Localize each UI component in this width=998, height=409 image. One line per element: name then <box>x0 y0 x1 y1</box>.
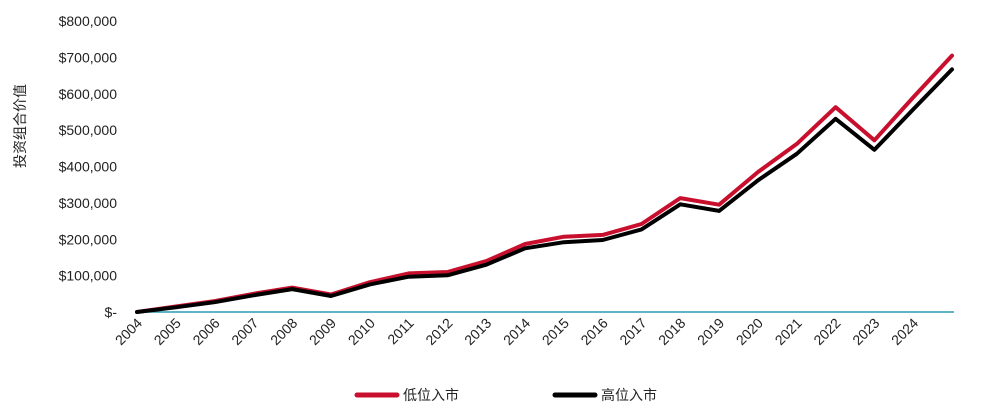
x-tick-label: 2023 <box>849 315 882 348</box>
y-tick-label: $700,000 <box>59 49 118 65</box>
x-tick-label: 2014 <box>500 315 533 348</box>
y-tick-label: $300,000 <box>59 195 118 211</box>
y-tick-label: $600,000 <box>59 86 118 102</box>
y-tick-label: $400,000 <box>59 159 118 175</box>
x-tick-label: 2005 <box>151 315 184 348</box>
y-axis-ticks: $- $100,000 $200,000 $300,000 $400,000 $500,0… <box>59 13 118 320</box>
x-tick-label: 2007 <box>228 315 261 348</box>
series-line-0 <box>135 53 954 314</box>
x-tick-label: 2008 <box>267 315 300 348</box>
x-tick-label: 2022 <box>810 315 843 348</box>
y-tick-label: $100,000 <box>59 268 118 284</box>
legend-label-0: 低位入市 <box>403 387 459 403</box>
x-tick-label: 2021 <box>772 315 805 348</box>
x-tick-label: 2011 <box>384 315 417 348</box>
y-axis-label: 投资组合价值 <box>12 84 28 168</box>
x-tick-label: 2020 <box>733 315 766 348</box>
y-tick-label: $500,000 <box>59 122 118 138</box>
legend: 低位入市 高位入市 <box>354 387 657 403</box>
x-axis-ticks: 2004 2005 2006 2007 2008 2009 2010 2011 2012 2013… <box>112 315 922 348</box>
x-tick-label: 2019 <box>694 315 727 348</box>
series-lines <box>135 53 954 314</box>
x-tick-label: 2015 <box>539 315 572 348</box>
x-tick-label: 2010 <box>345 315 378 348</box>
x-tick-label: 2017 <box>616 315 649 348</box>
x-tick-label: 2009 <box>306 315 339 348</box>
series-line-1 <box>135 67 954 314</box>
x-tick-label: 2016 <box>577 315 610 348</box>
legend-label-1: 高位入市 <box>601 387 657 403</box>
x-tick-label: 2013 <box>461 315 494 348</box>
y-tick-label: $200,000 <box>59 231 118 247</box>
x-tick-label: 2018 <box>655 315 688 348</box>
x-tick-label: 2006 <box>189 315 222 348</box>
y-tick-label: $800,000 <box>59 13 118 29</box>
x-tick-label: 2024 <box>888 315 921 348</box>
x-tick-label: 2012 <box>422 315 455 348</box>
y-tick-label: $- <box>105 304 118 320</box>
